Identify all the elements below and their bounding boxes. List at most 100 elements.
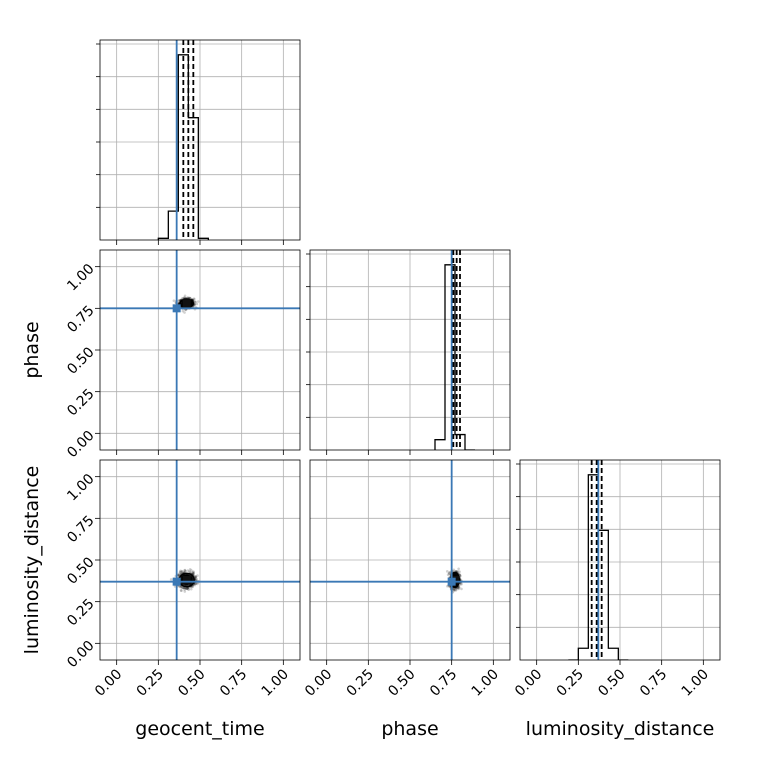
sample-point xyxy=(186,573,189,577)
sample-point xyxy=(188,570,192,574)
sample-point xyxy=(178,570,182,574)
sample-point xyxy=(183,311,186,314)
sample-point xyxy=(177,299,181,302)
sample-point xyxy=(191,572,195,575)
sample-point xyxy=(183,568,187,572)
sample-point xyxy=(179,585,182,589)
sample-point xyxy=(194,582,197,585)
histogram-steps xyxy=(157,54,209,240)
density-peak xyxy=(182,299,191,308)
sample-point xyxy=(177,574,181,577)
panel-frame xyxy=(99,459,301,661)
sample-point xyxy=(453,588,457,591)
sample-point xyxy=(452,568,456,572)
sample-point xyxy=(192,298,196,301)
x-tick-label: 0.75 xyxy=(217,666,250,699)
sample-point xyxy=(193,583,197,587)
sample-point xyxy=(179,589,183,592)
x-tick-label: 0.75 xyxy=(637,666,670,699)
sample-point xyxy=(452,589,455,593)
sample-point xyxy=(186,586,189,590)
x-tick-label: 0.00 xyxy=(92,666,125,699)
sample-point xyxy=(452,588,456,592)
y-tick-label: 0.25 xyxy=(64,386,97,419)
sample-point xyxy=(185,587,189,591)
sample-point xyxy=(459,582,463,585)
sample-point xyxy=(194,300,197,304)
hist-panel-luminosity_distance: 0.00 0.25 0.50 0.75 1.00 xyxy=(512,459,721,700)
sample-point xyxy=(459,574,462,578)
x-tick-label: 1.00 xyxy=(679,666,712,699)
sample-point xyxy=(194,575,198,579)
panel-frame xyxy=(309,249,511,451)
sample-point xyxy=(183,294,187,298)
sample-point xyxy=(194,582,198,585)
truth-point xyxy=(447,577,456,586)
sample-point xyxy=(183,586,187,590)
density-peak xyxy=(182,576,191,584)
sample-point xyxy=(446,573,450,577)
sample-point xyxy=(186,569,190,572)
y-tick-label: 0.25 xyxy=(64,596,97,629)
x-tick-label: 0.00 xyxy=(512,666,545,699)
histogram-steps xyxy=(434,264,475,450)
sample-point xyxy=(453,573,457,576)
x-tick-label: 1.00 xyxy=(469,666,502,699)
x-tick-label: 0.00 xyxy=(302,666,335,699)
sample-point xyxy=(445,570,449,573)
sample-point xyxy=(187,296,191,300)
sample-point xyxy=(196,300,200,303)
sample-point xyxy=(448,571,451,574)
x-axis-label-phase: phase xyxy=(381,718,438,740)
sample-point xyxy=(191,571,194,574)
sample-point xyxy=(179,569,182,573)
sample-point xyxy=(193,302,197,306)
sample-point xyxy=(458,570,461,573)
sample-point xyxy=(182,570,186,574)
sample-point xyxy=(176,299,180,303)
sample-point xyxy=(194,575,197,579)
sample-point xyxy=(452,587,455,591)
scatter-panel-phase-vs-luminosity_distance: 0.00 0.25 0.50 0.75 1.00 xyxy=(302,459,511,700)
x-axis-label-geocent_time: geocent_time xyxy=(135,718,264,740)
sample-point xyxy=(185,573,188,577)
truth-point xyxy=(172,577,181,586)
sample-point xyxy=(194,582,197,586)
sample-point xyxy=(184,586,187,590)
sample-point xyxy=(182,586,186,590)
sample-point xyxy=(192,297,196,300)
sample-point xyxy=(184,569,187,573)
sample-point xyxy=(181,586,185,589)
sample-point xyxy=(457,585,461,589)
y-tick-label: 0.50 xyxy=(64,554,97,587)
x-tick-label: 0.25 xyxy=(344,666,377,699)
sample-point xyxy=(453,573,456,576)
sample-point xyxy=(192,572,195,575)
y-tick-label: 1.00 xyxy=(64,471,97,504)
panel-frame xyxy=(519,459,721,661)
panel-frame xyxy=(99,249,301,451)
hist-panel-geocent_time xyxy=(96,39,301,245)
sample-point xyxy=(190,577,194,581)
sample-point xyxy=(190,569,193,572)
sample-point xyxy=(183,570,187,574)
sample-point xyxy=(180,589,183,593)
x-tick-label: 0.25 xyxy=(554,666,587,699)
sample-point xyxy=(177,573,180,577)
sample-point xyxy=(188,570,191,573)
x-tick-label: 0.50 xyxy=(175,666,208,699)
sample-point xyxy=(194,575,198,578)
sample-point xyxy=(178,572,181,576)
sample-point xyxy=(183,588,186,591)
sample-point xyxy=(183,590,187,593)
sample-point xyxy=(448,572,451,575)
sample-point xyxy=(190,577,194,581)
sample-point xyxy=(185,587,188,591)
sample-point xyxy=(169,578,173,581)
sample-point xyxy=(460,587,463,591)
sample-point xyxy=(181,297,184,300)
scatter-panel-geocent_time-vs-luminosity_distance: 0.000.250.500.751.000.00 0.25 0.50 0.75 1.00 xyxy=(64,459,301,700)
x-axis-label-luminosity_distance: luminosity_distance xyxy=(526,718,715,740)
sample-point xyxy=(183,569,187,572)
